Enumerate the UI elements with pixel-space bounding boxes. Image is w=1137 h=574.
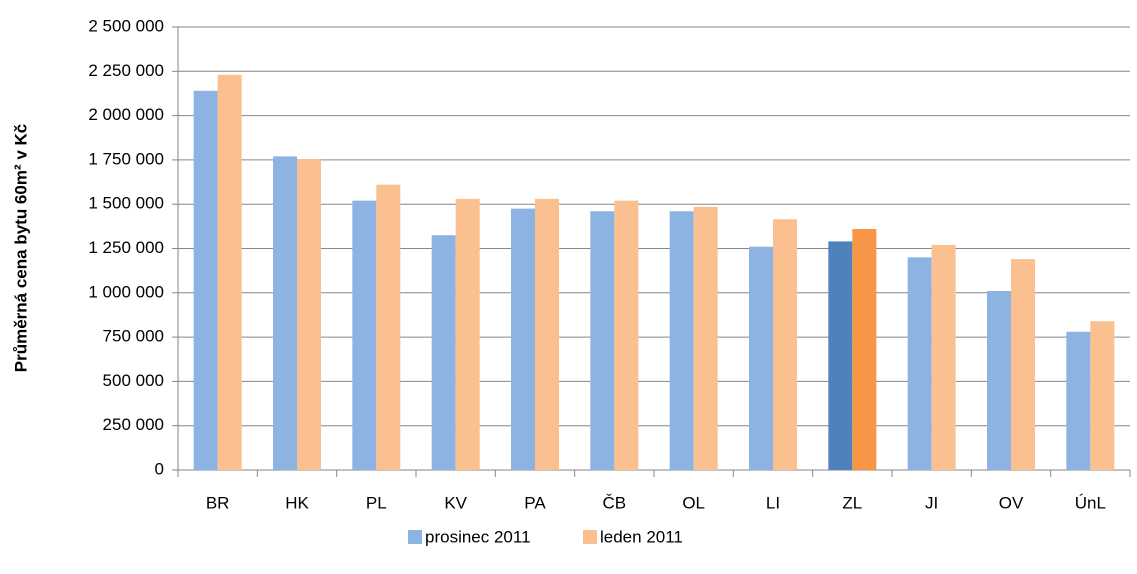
y-tick-label: 1 000 000: [88, 282, 164, 301]
x-tick-label: HK: [285, 493, 309, 512]
bar: [273, 156, 297, 470]
y-tick-label: 2 000 000: [88, 105, 164, 124]
bar: [352, 200, 377, 470]
y-axis-label: Průměrná cena bytu 60m² v Kč: [11, 124, 30, 372]
y-tick-label: 2 500 000: [88, 16, 164, 35]
bar: [455, 198, 480, 470]
bar: [669, 211, 694, 470]
y-tick-label: 2 250 000: [88, 61, 164, 80]
bar: [376, 184, 401, 470]
bar: [852, 229, 877, 470]
x-tick-label: KV: [444, 493, 467, 512]
legend-label: prosinec 2011: [425, 527, 531, 546]
x-tick-label: PL: [366, 493, 387, 512]
bar: [1066, 331, 1091, 470]
x-tick-label: ÚnL: [1075, 493, 1106, 512]
bar: [931, 244, 956, 470]
bar: [511, 208, 535, 470]
x-tick-label: OL: [682, 493, 705, 512]
legend-swatch: [583, 530, 597, 544]
bar: [693, 206, 718, 470]
bar: [907, 257, 932, 470]
bar: [828, 241, 853, 470]
bar: [590, 211, 615, 470]
bar: [535, 198, 559, 470]
y-tick-label: 500 000: [103, 371, 164, 390]
legend-label: leden 2011: [600, 527, 683, 546]
bar: [987, 291, 1011, 470]
x-tick-label: ZL: [842, 493, 862, 512]
bar: [1090, 321, 1115, 470]
legend-swatch: [408, 530, 422, 544]
bar: [193, 90, 218, 471]
y-tick-label: 1 750 000: [88, 149, 164, 168]
bar: [1011, 259, 1035, 470]
y-tick-label: 1 500 000: [88, 194, 164, 213]
bar: [217, 74, 242, 471]
x-tick-label: PA: [524, 493, 546, 512]
x-tick-label: LI: [766, 493, 780, 512]
bar: [773, 219, 797, 470]
bar: [614, 200, 639, 470]
bar: [297, 159, 321, 470]
x-tick-label: OV: [999, 493, 1024, 512]
y-tick-label: 1 250 000: [88, 238, 164, 257]
y-tick-label: 250 000: [103, 415, 164, 434]
x-tick-label: BR: [206, 493, 230, 512]
y-tick-label: 750 000: [103, 327, 164, 346]
y-tick-label: 0: [155, 459, 164, 478]
bar: [749, 246, 773, 470]
x-tick-label: ČB: [603, 493, 627, 512]
x-tick-label: JI: [925, 493, 938, 512]
bar: [431, 235, 456, 470]
